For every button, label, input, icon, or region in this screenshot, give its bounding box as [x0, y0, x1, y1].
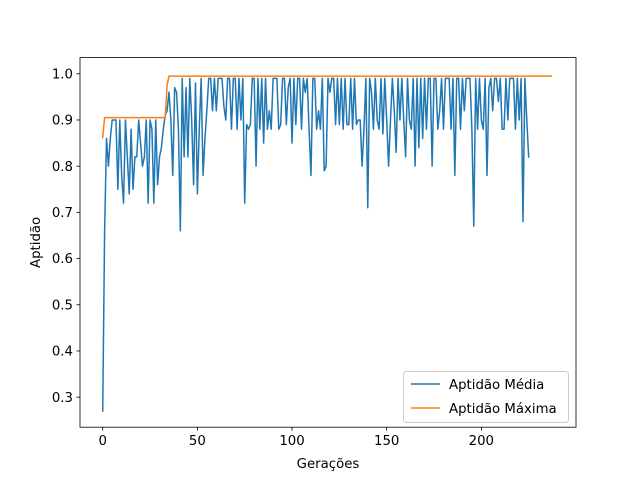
- x-tick-label: 200: [469, 434, 494, 449]
- legend: Aptidão Média Aptidão Máxima: [403, 371, 569, 423]
- y-tick-label: 0.8: [52, 160, 73, 175]
- x-tick-label: 50: [189, 434, 206, 449]
- legend-label-mean: Aptidão Média: [449, 377, 544, 393]
- y-axis-label: Aptidão: [29, 217, 44, 268]
- y-tick-label: 0.6: [52, 252, 73, 267]
- legend-box: [403, 371, 569, 423]
- x-axis-label: Gerações: [297, 457, 360, 472]
- y-tick-label: 0.9: [52, 114, 73, 129]
- x-axis-ticks: 0 50 100 150 200: [98, 427, 494, 449]
- mean-fitness-line: [101, 77, 530, 412]
- x-tick-label: 150: [374, 434, 399, 449]
- plot-frame: [79, 57, 577, 428]
- y-tick-label: 0.4: [52, 345, 73, 360]
- max-fitness-line: [101, 75, 553, 139]
- y-tick-label: 0.7: [52, 206, 73, 221]
- legend-label-max: Aptidão Máxima: [449, 401, 557, 417]
- x-tick-label: 0: [98, 434, 106, 449]
- y-axis-ticks: 0.3 0.4 0.5 0.6 0.7 0.8 0.9 1.0: [52, 67, 80, 406]
- y-tick-label: 0.5: [52, 298, 73, 313]
- y-tick-label: 1.0: [52, 67, 73, 82]
- plot-lines: [101, 75, 553, 412]
- y-tick-label: 0.3: [52, 391, 73, 406]
- x-tick-label: 100: [279, 434, 304, 449]
